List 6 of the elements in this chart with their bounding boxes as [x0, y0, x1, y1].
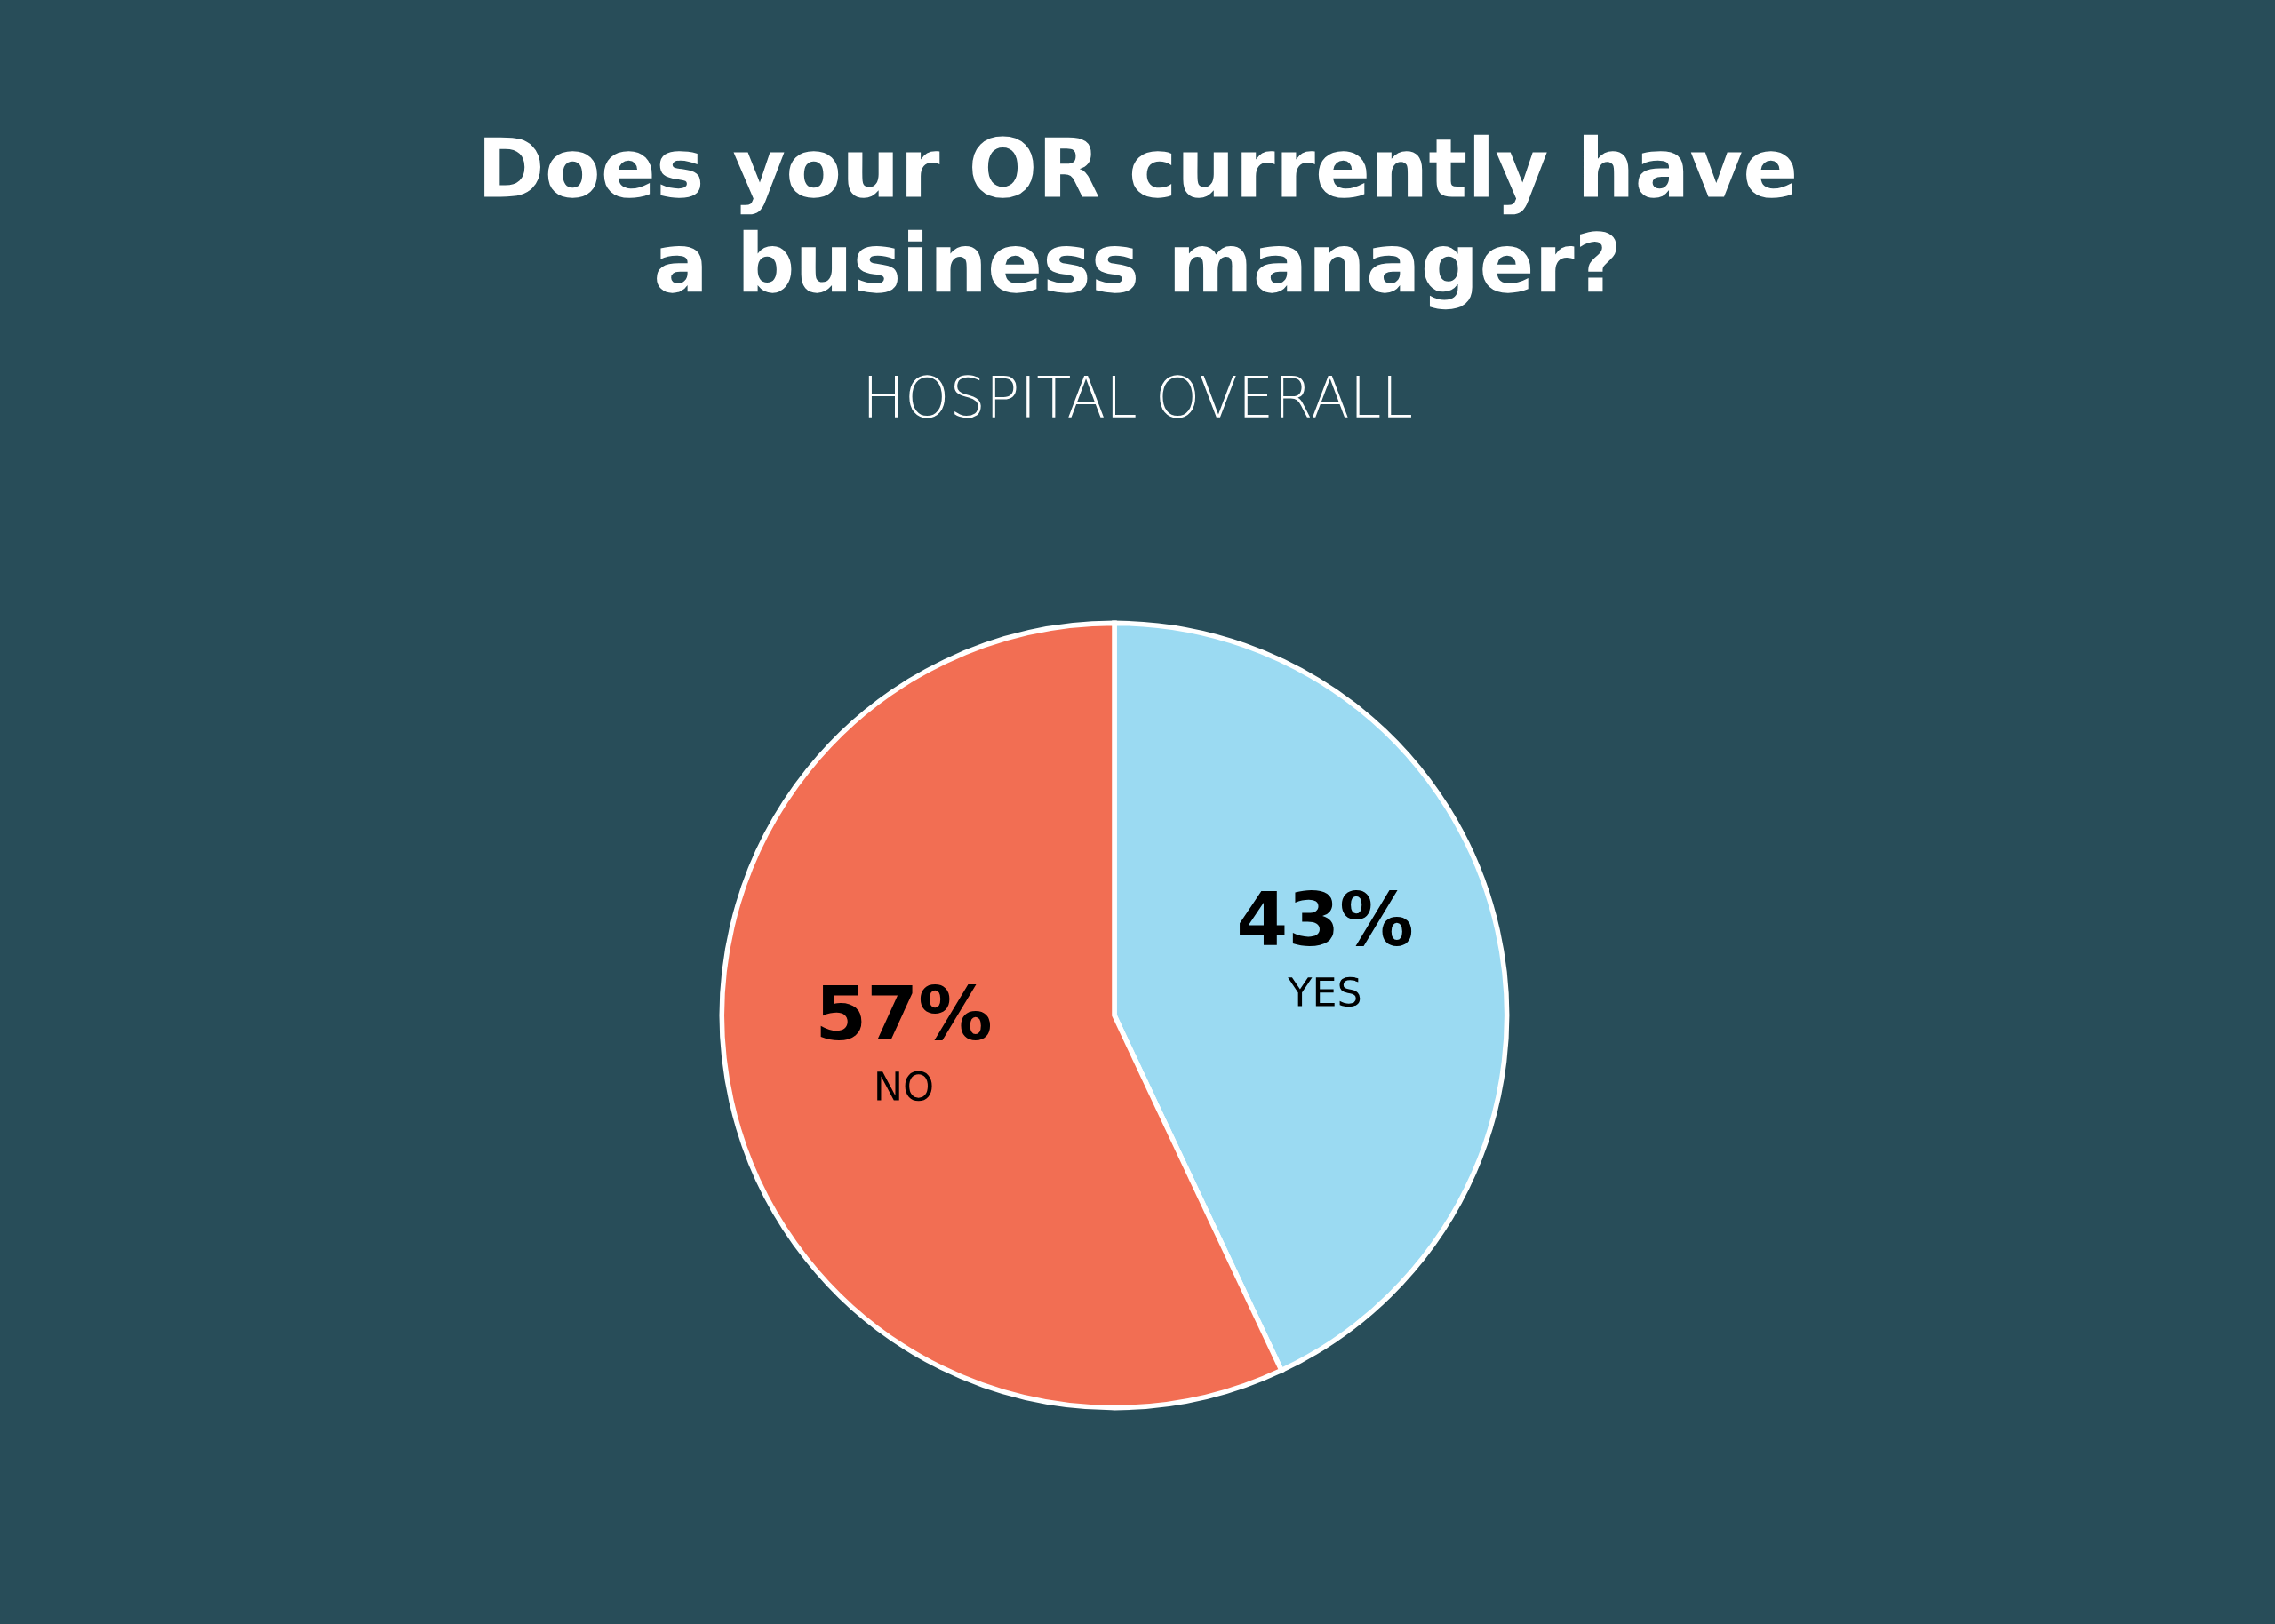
chart-subtitle: HOSPITAL OVERALL	[868, 375, 1411, 418]
chart-title: Does your OR currently have a business manager?	[484, 134, 1794, 310]
slice-label: YES	[1288, 976, 1361, 1007]
slice-label: NO	[877, 1071, 932, 1102]
data-label: 57%	[820, 983, 991, 1040]
data-label: 43%	[1240, 890, 1412, 947]
